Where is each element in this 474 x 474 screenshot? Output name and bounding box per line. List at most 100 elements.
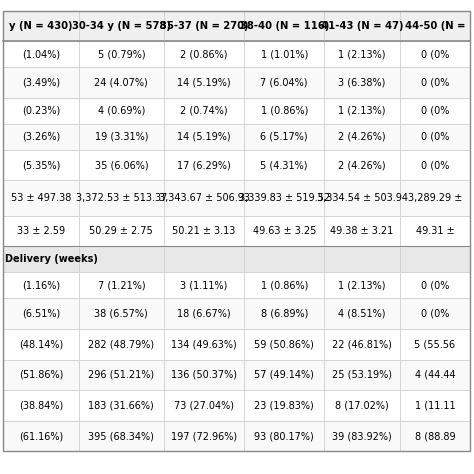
Text: (0.23%): (0.23%)	[22, 106, 60, 116]
Text: 4 (44.44: 4 (44.44	[415, 370, 455, 380]
Text: 22 (46.81%): 22 (46.81%)	[332, 339, 392, 349]
Bar	[79, 150, 164, 181]
Bar	[400, 67, 470, 98]
Bar	[79, 273, 164, 298]
Text: 8 (88.89: 8 (88.89	[415, 431, 455, 441]
Text: 7 (6.04%): 7 (6.04%)	[261, 78, 308, 88]
Bar	[244, 150, 324, 181]
Bar	[324, 246, 400, 273]
Text: 59 (50.86%): 59 (50.86%)	[254, 339, 314, 349]
Text: 1 (0.86%): 1 (0.86%)	[261, 106, 308, 116]
Text: 41-43 (N = 47): 41-43 (N = 47)	[321, 21, 403, 31]
Text: 2 (0.74%): 2 (0.74%)	[180, 106, 228, 116]
Bar	[3, 298, 79, 329]
Bar	[324, 329, 400, 359]
Text: 3,372.53 ± 513.37: 3,372.53 ± 513.37	[76, 193, 167, 203]
Text: 0 (0%: 0 (0%	[421, 132, 449, 142]
Text: 39 (83.92%): 39 (83.92%)	[332, 431, 392, 441]
Bar	[400, 329, 470, 359]
Text: 17 (6.29%): 17 (6.29%)	[177, 160, 231, 170]
Bar	[164, 181, 244, 216]
Text: 1 (2.13%): 1 (2.13%)	[338, 106, 386, 116]
Text: 35 (6.06%): 35 (6.06%)	[94, 160, 148, 170]
Text: 5 (55.56: 5 (55.56	[414, 339, 456, 349]
Bar	[164, 98, 244, 124]
Text: 49.31 ±: 49.31 ±	[416, 226, 454, 236]
Text: 33 ± 2.59: 33 ± 2.59	[17, 226, 65, 236]
Text: 1 (1.01%): 1 (1.01%)	[261, 49, 308, 59]
Text: 50.21 ± 3.13: 50.21 ± 3.13	[173, 226, 236, 236]
Bar	[164, 124, 244, 150]
Bar	[324, 11, 400, 41]
Text: 50.29 ± 2.75: 50.29 ± 2.75	[90, 226, 153, 236]
Bar	[324, 216, 400, 246]
Bar	[3, 41, 79, 67]
Bar	[400, 98, 470, 124]
Text: 1 (2.13%): 1 (2.13%)	[338, 49, 386, 59]
Bar	[400, 150, 470, 181]
Bar	[324, 98, 400, 124]
Bar	[400, 359, 470, 390]
Bar	[164, 359, 244, 390]
Text: 49.63 ± 3.25: 49.63 ± 3.25	[253, 226, 316, 236]
Bar	[400, 298, 470, 329]
Bar	[164, 150, 244, 181]
Bar	[244, 421, 324, 451]
Bar	[79, 216, 164, 246]
Text: 2 (4.26%): 2 (4.26%)	[338, 160, 386, 170]
Text: (38.84%): (38.84%)	[19, 401, 64, 410]
Bar	[324, 273, 400, 298]
Bar	[164, 273, 244, 298]
Text: 93 (80.17%): 93 (80.17%)	[255, 431, 314, 441]
Text: (51.86%): (51.86%)	[19, 370, 64, 380]
Text: 14 (5.19%): 14 (5.19%)	[177, 78, 231, 88]
Text: 2 (0.86%): 2 (0.86%)	[180, 49, 228, 59]
Bar	[3, 67, 79, 98]
Bar	[3, 390, 79, 421]
Text: 44-50 (N =: 44-50 (N =	[405, 21, 465, 31]
Text: 282 (48.79%): 282 (48.79%)	[88, 339, 155, 349]
Bar	[244, 124, 324, 150]
Text: 30-34 y (N = 578): 30-34 y (N = 578)	[72, 21, 171, 31]
Bar	[244, 273, 324, 298]
Text: 3,289.29 ±: 3,289.29 ±	[408, 193, 462, 203]
Text: 53 ± 497.38: 53 ± 497.38	[11, 193, 72, 203]
Bar	[79, 98, 164, 124]
Bar	[244, 329, 324, 359]
Bar	[164, 11, 244, 41]
Text: (1.16%): (1.16%)	[22, 280, 60, 290]
Bar	[324, 359, 400, 390]
Text: 18 (6.67%): 18 (6.67%)	[177, 309, 231, 319]
Bar	[79, 298, 164, 329]
Bar	[3, 246, 79, 273]
Text: 0 (0%: 0 (0%	[421, 280, 449, 290]
Bar	[244, 98, 324, 124]
Text: 38 (6.57%): 38 (6.57%)	[94, 309, 148, 319]
Bar	[79, 41, 164, 67]
Bar	[3, 11, 79, 41]
Bar	[400, 41, 470, 67]
Bar	[3, 329, 79, 359]
Text: 3,339.83 ± 519.52: 3,339.83 ± 519.52	[239, 193, 330, 203]
Bar	[244, 359, 324, 390]
Text: 5 (4.31%): 5 (4.31%)	[261, 160, 308, 170]
Text: 0 (0%: 0 (0%	[421, 78, 449, 88]
Text: (48.14%): (48.14%)	[19, 339, 64, 349]
Bar	[164, 298, 244, 329]
Text: 3,343.67 ± 506.93: 3,343.67 ± 506.93	[158, 193, 249, 203]
Bar	[79, 67, 164, 98]
Text: 0 (0%: 0 (0%	[421, 106, 449, 116]
Bar	[244, 67, 324, 98]
Text: 197 (72.96%): 197 (72.96%)	[171, 431, 237, 441]
Bar	[324, 124, 400, 150]
Bar	[324, 150, 400, 181]
Bar	[3, 181, 79, 216]
Text: 0 (0%: 0 (0%	[421, 309, 449, 319]
Text: 23 (19.83%): 23 (19.83%)	[255, 401, 314, 410]
Bar	[79, 421, 164, 451]
Bar	[3, 150, 79, 181]
Text: (61.16%): (61.16%)	[19, 431, 64, 441]
Bar	[400, 11, 470, 41]
Bar	[3, 216, 79, 246]
Bar	[324, 67, 400, 98]
